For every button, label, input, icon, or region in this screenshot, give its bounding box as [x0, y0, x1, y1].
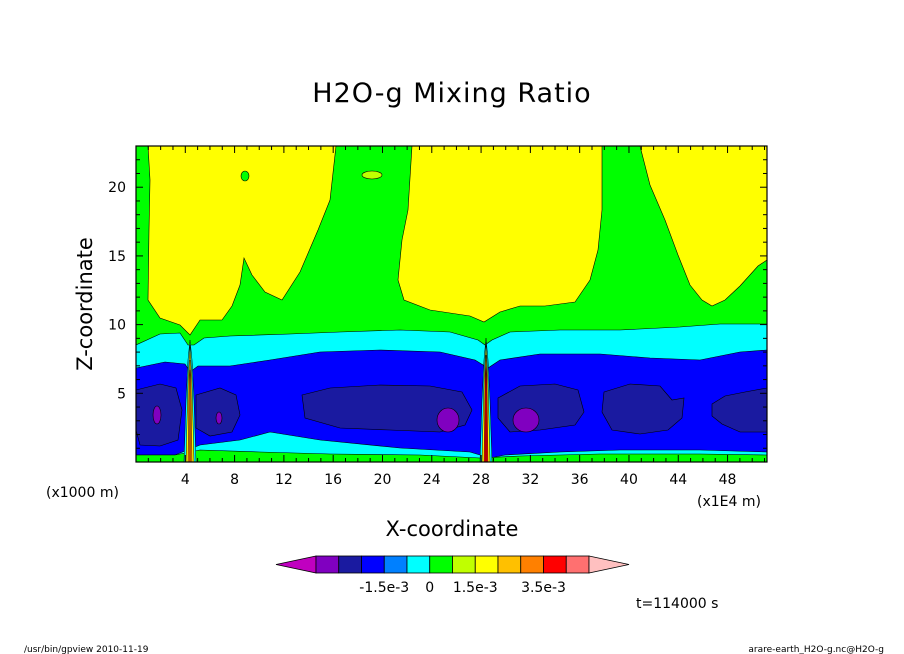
x-tick-label: 20	[374, 472, 392, 488]
contour-island	[240, 170, 250, 182]
time-label: t=114000 s	[636, 596, 718, 612]
colorbar-swatch	[474, 555, 499, 574]
footer-right: arare-earth_H2O-g.nc@H2O-g	[748, 645, 884, 654]
x-tick-label: 4	[181, 472, 190, 488]
contour-region-darkblue	[497, 383, 585, 433]
colorbar-swatch	[315, 555, 340, 574]
x-tick-label: 48	[719, 472, 737, 488]
colorbar	[275, 555, 630, 574]
colorbar-labels: -1.5e-3 0 1.5e-3 3.5e-3	[359, 580, 566, 596]
x-tick-label: 32	[521, 472, 539, 488]
x-unit-note: (x1000 m)	[46, 485, 119, 501]
y-tick-label: 20	[108, 180, 126, 196]
colorbar-swatch	[565, 555, 590, 574]
colorbar-swatch	[497, 555, 522, 574]
x-tick-label: 24	[423, 472, 441, 488]
contour-minimum	[512, 407, 540, 433]
contour-minimum	[436, 407, 460, 433]
plot-frame	[135, 145, 768, 463]
colorbar-label: 0	[425, 580, 434, 596]
contour-minimum	[215, 411, 223, 425]
colorbar-swatch	[361, 555, 385, 574]
colorbar-swatch	[452, 555, 476, 574]
x-tick-label: 28	[472, 472, 490, 488]
colorbar-swatch	[406, 555, 431, 574]
contour-region-darkblue	[301, 384, 473, 433]
colorbar-extend-high	[588, 555, 630, 574]
plume-right	[479, 337, 493, 462]
x-tick-label: 36	[571, 472, 589, 488]
colorbar-label: 1.5e-3	[453, 580, 498, 596]
plot-area	[136, 146, 767, 462]
colorbar-swatch	[543, 555, 567, 574]
colorbar-swatch	[383, 555, 408, 574]
x-axis: 4 8 12 16 20 24 28 32 36 40 44 48	[147, 146, 766, 488]
colorbar-swatch	[429, 555, 453, 574]
colorbar-label: -1.5e-3	[359, 580, 409, 596]
colorbar-label: 3.5e-3	[521, 580, 566, 596]
x-tick-label: 16	[324, 472, 342, 488]
contour-region-bottom	[136, 449, 767, 462]
y-axis-label: Z-coordinate	[73, 237, 97, 371]
y-tick-label: 5	[117, 386, 126, 402]
x-tick-label: 8	[230, 472, 239, 488]
colorbar-swatch	[520, 555, 544, 574]
x-tick-label: 40	[620, 472, 638, 488]
footer-left: /usr/bin/gpview 2010-11-19	[24, 645, 149, 654]
y-tick-label: 15	[108, 249, 126, 265]
x-tick-label: 44	[669, 472, 687, 488]
contour-region-darkblue	[711, 387, 767, 433]
colorbar-swatch	[338, 555, 362, 574]
chart-title: H2O-g Mixing Ratio	[312, 78, 591, 109]
plume-left	[183, 339, 197, 462]
contour-region-darkblue	[601, 383, 685, 435]
contour-minimum	[152, 405, 162, 425]
y-axis: 5 10 15 20	[108, 159, 767, 449]
x-axis-label: X-coordinate	[386, 517, 519, 541]
x-scale-note: (x1E4 m)	[697, 494, 761, 510]
contour-island	[361, 170, 383, 180]
y-tick-label: 10	[108, 318, 126, 334]
x-tick-label: 12	[275, 472, 293, 488]
colorbar-extend-low	[275, 555, 317, 574]
